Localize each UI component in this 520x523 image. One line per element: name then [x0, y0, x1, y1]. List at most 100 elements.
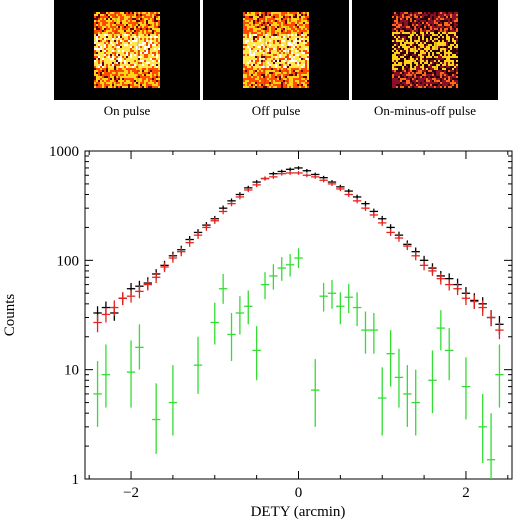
image-pixel: [424, 16, 426, 18]
image-pixel: [456, 62, 458, 64]
image-pixel: [408, 56, 410, 58]
image-pixel: [150, 76, 152, 78]
image-pixel: [94, 14, 96, 16]
image-pixel: [299, 44, 301, 46]
image-pixel: [158, 32, 160, 34]
image-pixel: [146, 22, 148, 24]
image-pixel: [243, 74, 245, 76]
image-pixel: [450, 42, 452, 44]
image-pixel: [136, 84, 138, 86]
image-pixel: [410, 68, 412, 70]
image-pixel: [140, 50, 142, 52]
image-pixel: [120, 30, 122, 32]
image-pixel: [303, 16, 305, 18]
image-pixel: [98, 46, 100, 48]
image-pixel: [114, 24, 116, 26]
image-pixel: [255, 86, 257, 88]
image-pixel: [146, 12, 148, 14]
image-pixel: [134, 38, 136, 40]
image-pixel: [418, 28, 420, 30]
image-pixel: [396, 78, 398, 80]
image-pixel: [261, 64, 263, 66]
image-pixel: [285, 76, 287, 78]
image-pixel: [416, 36, 418, 38]
image-pixel: [281, 16, 283, 18]
image-pixel: [444, 52, 446, 54]
image-pixel: [303, 80, 305, 82]
image-pixel: [259, 40, 261, 42]
image-pixel: [128, 62, 130, 64]
image-pixel: [436, 76, 438, 78]
image-pixel: [432, 38, 434, 40]
image-pixel: [452, 70, 454, 72]
image-pixel: [440, 76, 442, 78]
data-point: [461, 292, 471, 306]
image-pixel: [438, 26, 440, 28]
image-pixel: [249, 16, 251, 18]
image-pixel: [249, 22, 251, 24]
image-pixel: [418, 38, 420, 40]
image-pixel: [263, 38, 265, 40]
image-pixel: [287, 28, 289, 30]
image-pixel: [287, 48, 289, 50]
image-pixel: [418, 24, 420, 26]
image-pixel: [247, 74, 249, 76]
image-pixel: [148, 34, 150, 36]
image-pixel: [307, 52, 309, 54]
image-pixel: [132, 72, 134, 74]
image-pixel: [289, 82, 291, 84]
image-pixel: [154, 76, 156, 78]
image-pixel: [100, 52, 102, 54]
image-pixel: [100, 54, 102, 56]
image-pixel: [247, 24, 249, 26]
data-point: [428, 263, 437, 274]
image-pixel: [112, 64, 114, 66]
image-pixel: [263, 20, 265, 22]
image-pixel: [265, 74, 267, 76]
image-pixel: [152, 20, 154, 22]
image-pixel: [424, 24, 426, 26]
image-pixel: [428, 48, 430, 50]
image-pixel: [144, 18, 146, 20]
image-pixel: [243, 36, 245, 38]
image-pixel: [265, 28, 267, 30]
image-pixel: [410, 78, 412, 80]
data-point: [394, 234, 404, 242]
image-pixel: [406, 58, 408, 60]
image-pixel: [118, 46, 120, 48]
image-pixel: [94, 68, 96, 70]
image-pixel: [108, 40, 110, 42]
image-pixel: [422, 12, 424, 14]
image-pixel: [265, 38, 267, 40]
image-pixel: [140, 14, 142, 16]
image-pixel: [426, 36, 428, 38]
image-pixel: [271, 58, 273, 60]
image-pixel: [253, 80, 255, 82]
image-pixel: [285, 66, 287, 68]
image-pixel: [289, 24, 291, 26]
image-pixel: [398, 34, 400, 36]
image-pixel: [150, 66, 152, 68]
image-pixel: [279, 84, 281, 86]
image-pixel: [158, 24, 160, 26]
image-pixel: [396, 18, 398, 20]
image-pixel: [245, 48, 247, 50]
image-pixel: [124, 36, 126, 38]
image-pixel: [440, 84, 442, 86]
image-pixel: [440, 86, 442, 88]
image-pixel: [440, 66, 442, 68]
image-pixel: [126, 82, 128, 84]
image-pixel: [132, 24, 134, 26]
image-pixel: [249, 44, 251, 46]
image-pixel: [428, 52, 430, 54]
image-pixel: [152, 46, 154, 48]
image-pixel: [454, 50, 456, 52]
image-pixel: [142, 74, 144, 76]
image-pixel: [452, 18, 454, 20]
image-pixel: [398, 80, 400, 82]
image-pixel: [406, 64, 408, 66]
image-pixel: [408, 50, 410, 52]
image-pixel: [293, 34, 295, 36]
image-pixel: [287, 80, 289, 82]
image-pixel: [444, 82, 446, 84]
